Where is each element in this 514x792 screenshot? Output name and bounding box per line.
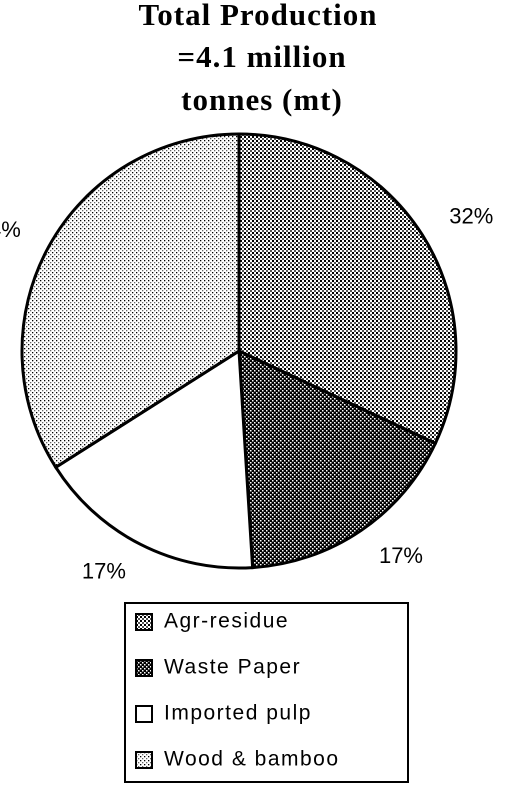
data-label: 17% [379, 543, 423, 568]
legend-swatch [135, 659, 153, 677]
chart-title: tonnes (mt) [181, 82, 343, 117]
legend-label: Imported pulp [164, 702, 312, 725]
legend-label: Waste Paper [164, 656, 301, 679]
data-label: 34% [0, 217, 21, 242]
legend-swatch [135, 751, 153, 769]
legend-label: Wood & bamboo [164, 748, 340, 771]
legend-box [124, 602, 409, 783]
pie-slice [53, 348, 255, 570]
chart-title: =4.1 million [177, 39, 346, 74]
legend-swatch [135, 705, 153, 723]
data-label: 32% [449, 203, 493, 228]
legend-label: Agr-residue [164, 610, 289, 633]
pie-slice [20, 132, 241, 470]
pie-slice [237, 132, 458, 446]
chart-title: Total Production [138, 0, 377, 32]
legend-swatch [135, 613, 153, 631]
data-label: 17% [82, 559, 126, 584]
pie-slice [237, 348, 438, 570]
